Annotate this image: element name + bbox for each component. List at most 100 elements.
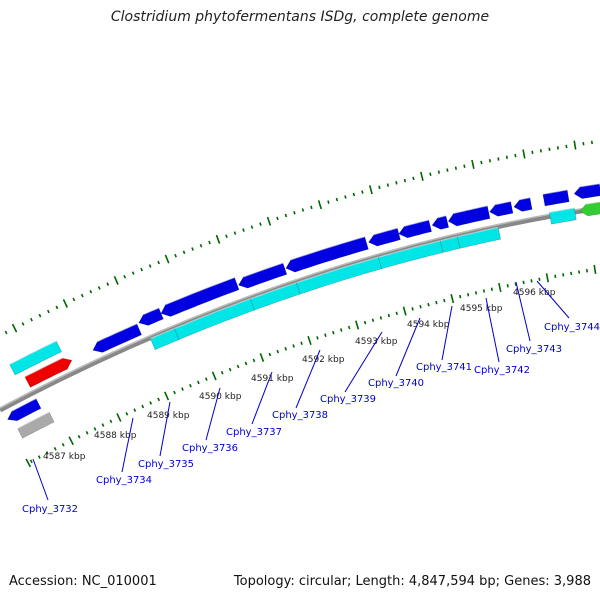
- inner-tick-mark: [459, 294, 462, 299]
- inner-tick-mark: [371, 318, 375, 323]
- outer-tick-mark: [80, 293, 84, 298]
- outer-tick-mark: [378, 185, 381, 190]
- feature-track: [7, 183, 600, 439]
- outer-tick-mark: [446, 168, 449, 172]
- outer-tick-mark: [55, 305, 59, 310]
- feature-highlight: [549, 207, 575, 213]
- outer-tick-mark: [113, 275, 119, 285]
- inner-tick-mark: [276, 349, 280, 354]
- outer-tick-mark: [233, 231, 237, 235]
- inner-tick-mark: [157, 397, 161, 402]
- inner-tick-mark: [379, 316, 383, 320]
- outer-tick-mark: [556, 146, 559, 150]
- kbp-label: 4591 kbp: [251, 374, 294, 384]
- gene-labels: Cphy_3732 Cphy_3734 Cphy_3735 Cphy_3736 Cphy…: [22, 280, 600, 515]
- gene-arrow: [513, 197, 533, 212]
- gene-label[interactable]: Cphy_3739: [320, 394, 376, 405]
- inner-tick-mark: [292, 344, 295, 348]
- inner-tick-ring: [25, 264, 597, 468]
- gene-label[interactable]: Cphy_3737: [226, 427, 282, 438]
- outer-tick-mark: [89, 289, 93, 294]
- feature-highlight: [250, 282, 297, 300]
- gene-label[interactable]: Cphy_3740: [368, 378, 424, 389]
- inner-tick-mark: [490, 287, 494, 291]
- inner-tick-mark: [149, 401, 153, 405]
- outer-tick-mark: [539, 149, 542, 153]
- inner-tick-mark: [402, 306, 407, 316]
- outer-tick-mark: [395, 181, 398, 185]
- kbp-label: 4590 kbp: [199, 392, 242, 402]
- gene-label[interactable]: Cphy_3735: [138, 459, 194, 470]
- gene-arrow: [92, 323, 142, 353]
- inner-tick-mark: [45, 451, 49, 455]
- inner-tick-mark: [585, 269, 589, 273]
- inner-tick-mark: [228, 367, 232, 372]
- outer-tick-mark: [344, 195, 347, 199]
- gene-leader-line: [515, 281, 531, 342]
- outer-tick-mark: [266, 216, 272, 226]
- inner-tick-mark: [474, 291, 478, 295]
- outer-tick-mark: [522, 149, 526, 159]
- outer-tick-mark: [259, 222, 262, 226]
- feature-highlight: [586, 201, 600, 205]
- gene-leader-line: [395, 317, 421, 377]
- inner-tick-mark: [316, 336, 319, 340]
- outer-tick-mark: [548, 147, 551, 152]
- gene-arrow: [447, 205, 491, 227]
- outer-tick-mark: [497, 157, 500, 161]
- inner-tick-mark: [61, 442, 65, 447]
- outer-tick-mark: [429, 172, 432, 176]
- inner-tick-mark: [29, 459, 33, 464]
- map-title: Clostridium phytofermentans ISDg, comple…: [110, 9, 490, 25]
- inner-tick-mark: [554, 274, 557, 279]
- inner-tick-mark: [173, 390, 176, 395]
- outer-tick-mark: [47, 309, 50, 314]
- inner-tick-mark: [125, 412, 129, 416]
- gene-label[interactable]: Cphy_3734: [96, 475, 152, 486]
- kbp-label: 4595 kbp: [460, 304, 503, 314]
- outer-tick-mark: [488, 159, 492, 163]
- genome-backbone: [0, 205, 600, 413]
- inner-tick-mark: [141, 404, 145, 409]
- inner-tick-mark: [244, 361, 248, 366]
- outer-tick-mark: [191, 247, 194, 251]
- inner-tick-mark: [268, 352, 272, 357]
- inner-tick-mark: [259, 352, 265, 362]
- kbp-label: 4592 kbp: [302, 355, 345, 365]
- inner-tick-mark: [363, 320, 367, 325]
- inner-tick-mark: [419, 305, 422, 309]
- inner-tick-mark: [236, 364, 240, 369]
- gene-label[interactable]: Cphy_3732: [22, 504, 78, 515]
- outer-tick-mark: [573, 140, 577, 150]
- outer-tick-mark: [514, 153, 517, 158]
- kbp-label: 4587 kbp: [43, 452, 86, 462]
- inner-tick-mark: [37, 455, 41, 459]
- outer-tick-mark: [301, 208, 305, 212]
- kbp-label: 4596 kbp: [513, 288, 556, 298]
- outer-tick-mark: [148, 264, 152, 268]
- gene-leader-line: [32, 458, 49, 501]
- inner-tick-mark: [189, 383, 192, 388]
- feature-highlight: [378, 240, 441, 258]
- gene-label[interactable]: Cphy_3744: [544, 322, 600, 333]
- outer-tick-mark: [505, 155, 509, 160]
- outer-tick-mark: [276, 216, 279, 221]
- inner-tick-mark: [101, 423, 105, 427]
- gene-label[interactable]: Cphy_3743: [506, 344, 562, 355]
- feature-highlight: [11, 398, 37, 412]
- gene-label[interactable]: Cphy_3736: [182, 443, 238, 454]
- gene-label[interactable]: Cphy_3742: [474, 365, 530, 376]
- inner-tick-mark: [109, 419, 113, 424]
- feature-highlight: [150, 327, 175, 340]
- feature-highlight: [404, 219, 429, 227]
- inner-tick-mark: [307, 336, 312, 346]
- inner-tick-mark: [181, 387, 184, 391]
- inner-tick-mark: [443, 298, 446, 303]
- outer-tick-mark: [284, 213, 288, 218]
- gene-label[interactable]: Cphy_3741: [416, 362, 472, 373]
- inner-tick-mark: [506, 284, 509, 288]
- kbp-label: 4588 kbp: [94, 431, 137, 441]
- outer-tick-mark: [208, 240, 211, 245]
- outer-tick-mark: [412, 176, 415, 181]
- gene-label[interactable]: Cphy_3738: [272, 410, 328, 421]
